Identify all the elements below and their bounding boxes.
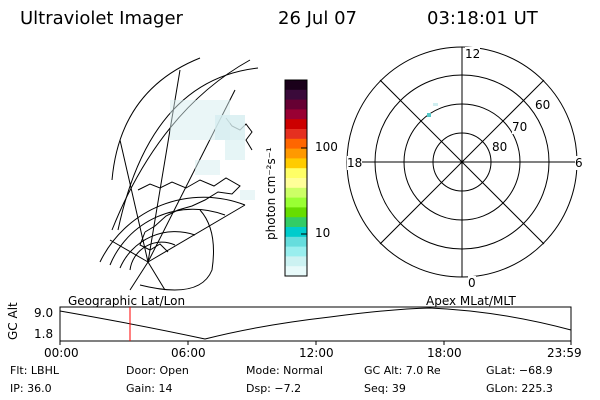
colorbar-band (285, 246, 307, 257)
colorbar-band (285, 236, 307, 248)
colorbar-band (285, 158, 307, 169)
colorbar-band (285, 129, 307, 140)
polar-mlt-plot (346, 46, 578, 278)
instrument-title: Ultraviolet Imager (20, 8, 183, 29)
mlt-label-18: 18 (347, 156, 363, 170)
status-dsp: Dsp: −7.2 (246, 382, 302, 395)
status-ip: IP: 36.0 (10, 382, 52, 395)
status-door: Door: Open (126, 364, 189, 377)
lat-label-60: 60 (535, 98, 551, 112)
colorbar-unit-label: photon cm⁻²s⁻¹ (264, 147, 278, 240)
colorbar-band (285, 80, 307, 91)
colorbar-band (285, 266, 307, 277)
colorbar-band (285, 138, 307, 150)
timeline-tick-1800: 18:00 (427, 346, 462, 360)
mlt-label-0: 0 (468, 276, 476, 290)
colorbar-band (285, 217, 307, 228)
timeline-plot (59, 306, 572, 345)
colorbar-band (285, 207, 307, 218)
time-label: 03:18:01 UT (427, 8, 538, 29)
colorbar-band (285, 109, 307, 120)
lat-label-70: 70 (512, 120, 528, 134)
colorbar-band (285, 178, 307, 189)
status-gain: Gain: 14 (126, 382, 173, 395)
status-glon: GLon: 225.3 (486, 382, 553, 395)
timeline-y-max: 9.0 (34, 306, 54, 320)
colorbar-band (285, 227, 307, 238)
mlt-label-6: 6 (575, 156, 583, 170)
lat-label-80: 80 (492, 140, 508, 154)
timeline-tick-0600: 06:00 (171, 346, 206, 360)
colorbar-band (285, 168, 307, 179)
colorbar-band (285, 197, 307, 208)
colorbar-band (285, 119, 307, 130)
timeline-tick-0000: 00:00 (44, 346, 79, 360)
colorbar-band (285, 99, 307, 110)
colorbar-band (285, 89, 307, 101)
colorbar-band (285, 148, 307, 159)
status-seq: Seq: 39 (364, 382, 406, 395)
color-bar (284, 79, 308, 277)
colorbar-tick-10: 10 (315, 226, 331, 240)
status-mode: Mode: Normal (246, 364, 323, 377)
colorbar-tick-100: 100 (315, 140, 338, 154)
mlt-label-12: 12 (465, 47, 481, 61)
status-flt: Flt: LBHL (10, 364, 59, 377)
colorbar-band (285, 187, 307, 199)
timeline-tick-1200: 12:00 (299, 346, 334, 360)
timeline-tick-2359: 23:59 (547, 346, 582, 360)
status-glat: GLat: −68.9 (486, 364, 553, 377)
timeline-right-label: Apex MLat/MLT (426, 294, 516, 308)
colorbar-band (285, 256, 307, 267)
timeline-left-label: Geographic Lat/Lon (68, 294, 186, 308)
timeline-y-min: 1.8 (34, 327, 54, 341)
status-gc-alt: GC Alt: 7.0 Re (364, 364, 441, 377)
date-label: 26 Jul 07 (278, 8, 357, 29)
